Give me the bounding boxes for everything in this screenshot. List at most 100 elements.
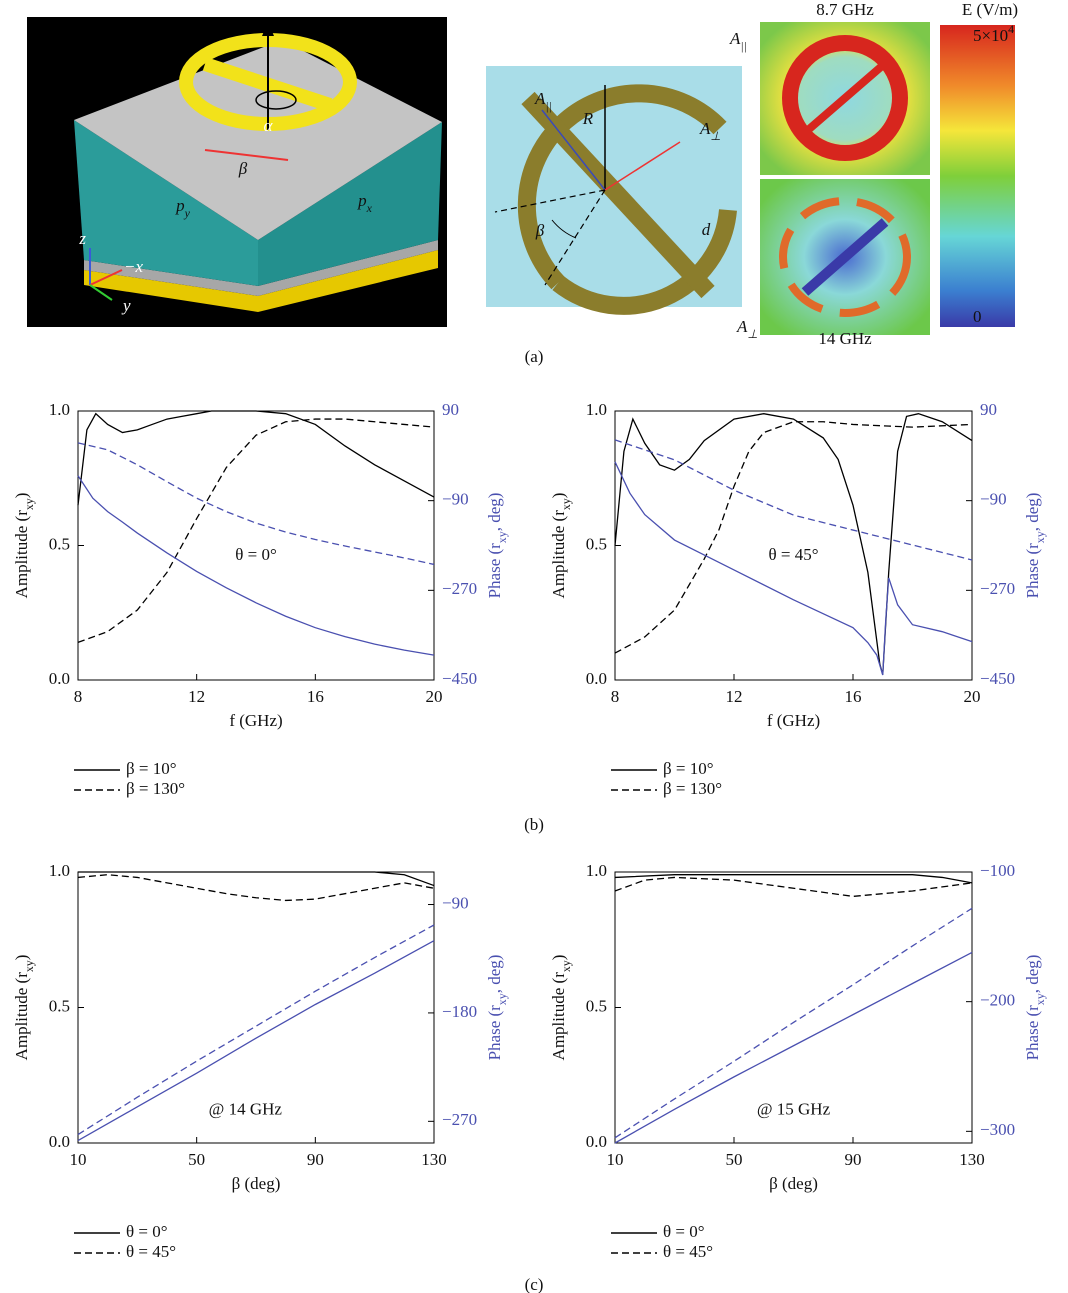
annotation-label-part: 4 xyxy=(1008,22,1014,36)
annotation: @ 15 GHz xyxy=(757,1099,831,1118)
legend-label: θ = 0° xyxy=(663,1222,705,1241)
x-tick-label: 20 xyxy=(426,687,443,706)
y-axis-label-part: Amplitude (r xyxy=(12,510,31,599)
annotation-label-part: p xyxy=(357,191,367,210)
y2-axis-label: Phase (rxy, deg) xyxy=(1023,955,1047,1061)
annotation-label: A⊥ xyxy=(699,119,721,143)
x-tick-label: 16 xyxy=(845,687,862,706)
y2-tick-label: −450 xyxy=(980,669,1015,688)
x-tick-label: 8 xyxy=(611,687,620,706)
annotation-label-part: || xyxy=(545,99,552,113)
x-tick-label: 50 xyxy=(188,1150,205,1169)
y2-axis-label: Phase (rxy, deg) xyxy=(485,493,509,599)
y-axis-label-part: ) xyxy=(549,493,568,499)
y-tick-label: 1.0 xyxy=(586,861,607,880)
x-tick-label: 8 xyxy=(74,687,83,706)
annotation-label: 0 xyxy=(973,307,982,326)
series-line xyxy=(77,924,435,1136)
series-line xyxy=(614,951,973,1144)
x-tick-label: 130 xyxy=(421,1150,447,1169)
annotation-label: R xyxy=(582,109,594,128)
y-tick-label: 0.0 xyxy=(49,669,70,688)
annotation-label: px xyxy=(357,191,373,215)
y2-tick-label: −270 xyxy=(980,579,1015,598)
series-line xyxy=(614,907,973,1139)
y-axis-label: Amplitude (rxy) xyxy=(549,493,573,599)
y2-axis-label: Phase (rxy, deg) xyxy=(485,955,509,1061)
y-tick-label: 0.5 xyxy=(586,996,607,1015)
annotation-label: β xyxy=(535,221,545,240)
y2-tick-label: −450 xyxy=(442,669,477,688)
y2-axis-label-part: , deg) xyxy=(485,955,504,994)
y-axis-label: Amplitude (rxy) xyxy=(549,955,573,1061)
x-tick-label: 20 xyxy=(964,687,981,706)
legend-label: β = 130° xyxy=(663,779,722,798)
y-tick-label: 1.0 xyxy=(49,400,70,419)
x-tick-label: 50 xyxy=(726,1150,743,1169)
annotation-label: A⊥ xyxy=(736,317,758,341)
y2-tick-label: −180 xyxy=(442,1002,477,1021)
annotation-label: y xyxy=(121,296,131,315)
annotation-label-part: x xyxy=(366,201,373,215)
legend-label: β = 10° xyxy=(663,759,714,778)
annotation-label: β xyxy=(238,159,248,178)
x-tick-label: 12 xyxy=(188,687,205,706)
y-tick-label: 1.0 xyxy=(49,861,70,880)
annotation-label-part: A xyxy=(729,29,741,48)
annotation-label-part: A xyxy=(534,89,546,108)
schematic xyxy=(486,66,742,315)
annotation-label: A|| xyxy=(729,29,747,53)
y-tick-label: 0.0 xyxy=(586,669,607,688)
y2-tick-label: −90 xyxy=(442,893,469,912)
y2-axis-label-part: , deg) xyxy=(1023,493,1042,532)
annotation-label: d xyxy=(702,220,711,239)
y-tick-label: 0.0 xyxy=(49,1132,70,1151)
panel-label: (b) xyxy=(524,815,544,834)
annotation-label-part: A xyxy=(736,317,748,336)
x-tick-label: 10 xyxy=(70,1150,87,1169)
annotation-label: E (V/m) xyxy=(962,0,1018,19)
y2-tick-label: −200 xyxy=(980,991,1015,1010)
series-line xyxy=(77,475,435,656)
annotation: θ = 0° xyxy=(235,545,277,564)
series-line xyxy=(614,461,973,676)
annotation-label-part: 5×10 xyxy=(973,26,1008,45)
legend-label: β = 130° xyxy=(126,779,185,798)
annotation-label: α xyxy=(264,116,274,135)
field-maps xyxy=(760,22,1015,335)
annotation-label-part: p xyxy=(175,196,185,215)
y-axis-label-part: ) xyxy=(549,955,568,961)
y-axis-label-part: xy xyxy=(22,960,36,972)
annotation-label: 14 GHz xyxy=(818,329,872,348)
series-line xyxy=(77,410,435,506)
series-line xyxy=(78,871,435,887)
annotation-label: py xyxy=(175,196,191,220)
y2-axis-label-part: xy xyxy=(495,993,509,1005)
series-line xyxy=(77,940,435,1142)
y2-axis-label-part: , deg) xyxy=(485,493,504,532)
x-tick-label: 90 xyxy=(307,1150,324,1169)
series-line xyxy=(614,421,973,654)
annotation: θ = 45° xyxy=(768,545,818,564)
y2-tick-label: −90 xyxy=(980,490,1007,509)
y2-tick-label: 90 xyxy=(980,400,997,419)
x-axis-label: β (deg) xyxy=(769,1174,818,1193)
annotation-label-part: || xyxy=(740,39,747,53)
y2-axis-label-part: Phase (r xyxy=(485,1005,504,1061)
legend-label: θ = 45° xyxy=(663,1242,713,1261)
y-tick-label: 1.0 xyxy=(586,400,607,419)
y2-tick-label: −90 xyxy=(442,490,469,509)
series-line xyxy=(77,418,435,643)
y2-tick-label: −270 xyxy=(442,1110,477,1129)
x-axis-label: f (GHz) xyxy=(229,711,282,730)
x-axis-label: f (GHz) xyxy=(767,711,820,730)
panel-label: (c) xyxy=(525,1275,544,1293)
y-axis-label-part: xy xyxy=(559,960,573,972)
x-tick-label: 12 xyxy=(726,687,743,706)
x-tick-label: 130 xyxy=(959,1150,985,1169)
y-axis-label-part: ) xyxy=(12,493,31,499)
y-axis-label: Amplitude (rxy) xyxy=(12,493,36,599)
annotation-label-part: A xyxy=(699,119,711,138)
y-tick-label: 0.5 xyxy=(49,534,70,553)
